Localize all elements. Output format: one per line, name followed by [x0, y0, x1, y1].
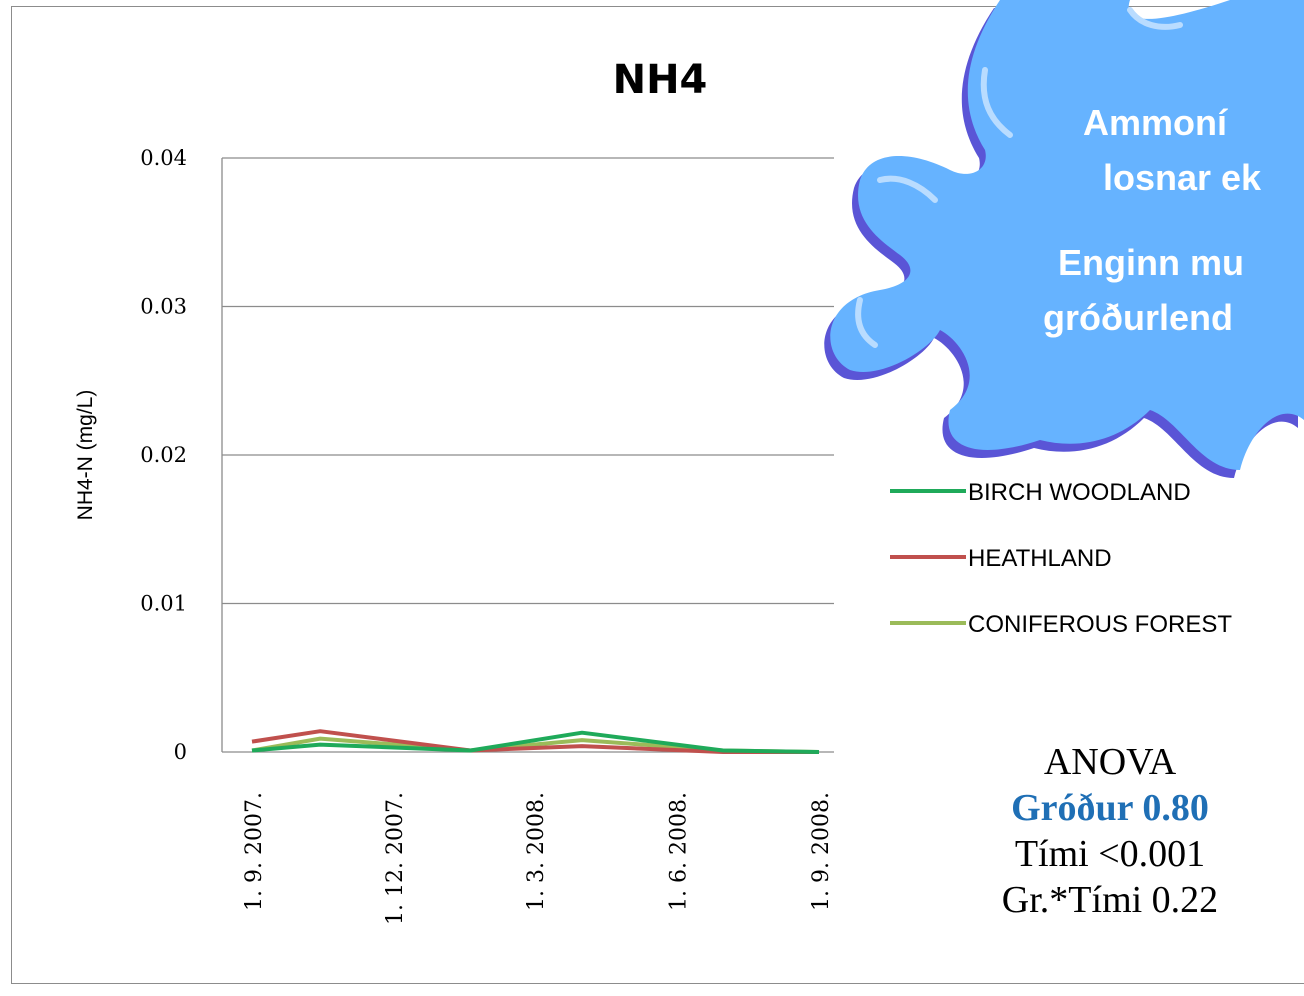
callout-line-2: losnar ek — [1103, 157, 1262, 198]
series-line — [251, 730, 820, 754]
anova-heading: ANOVA — [1043, 741, 1177, 783]
y-tick-label: 0.01 — [140, 592, 187, 616]
anova-growth: Gróður 0.80 — [1011, 787, 1209, 829]
legend-label: HEATHLAND — [968, 545, 1112, 572]
x-axis-ticks: 1. 9. 2007. 1. 12. 2007. 1. 3. 2008. 1. 6. … — [242, 792, 834, 925]
x-tick-label: 1. 3. 2008. — [524, 792, 549, 911]
legend-label: CONIFEROUS FOREST — [968, 611, 1232, 638]
x-tick-label: 1. 12. 2007. — [383, 792, 408, 925]
y-tick-label: 0.04 — [140, 146, 187, 170]
x-tick-label: 1. 9. 2008. — [809, 792, 834, 911]
gridlines — [221, 157, 834, 753]
anova-interaction: Gr.*Tími 0.22 — [1001, 879, 1219, 921]
series-lines — [251, 729, 820, 754]
y-tick-label: 0.03 — [140, 295, 187, 319]
chart-title: NH4 — [613, 57, 708, 103]
callout-blob: Ammoní losnar ek Enginn mu gróðurlend — [824, 0, 1304, 478]
legend: BIRCH WOODLAND HEATHLAND CONIFEROUS FOREST — [890, 479, 1232, 638]
chart-frame — [11, 6, 1304, 984]
y-axis-ticks: 0 0.01 0.02 0.03 0.04 — [140, 146, 187, 764]
y-axis-label: NH4-N (mg/L) — [74, 390, 97, 521]
y-tick-label: 0 — [174, 740, 187, 764]
callout-line-4: gróðurlend — [1043, 297, 1233, 338]
callout-line-3: Enginn mu — [1058, 242, 1244, 283]
x-tick-label: 1. 9. 2007. — [242, 792, 267, 911]
x-tick-label: 1. 6. 2008. — [666, 792, 691, 911]
callout-line-1: Ammoní — [1083, 102, 1228, 143]
y-tick-label: 0.02 — [140, 443, 187, 467]
anova-time: Tími <0.001 — [1014, 833, 1206, 875]
legend-label: BIRCH WOODLAND — [968, 479, 1191, 506]
